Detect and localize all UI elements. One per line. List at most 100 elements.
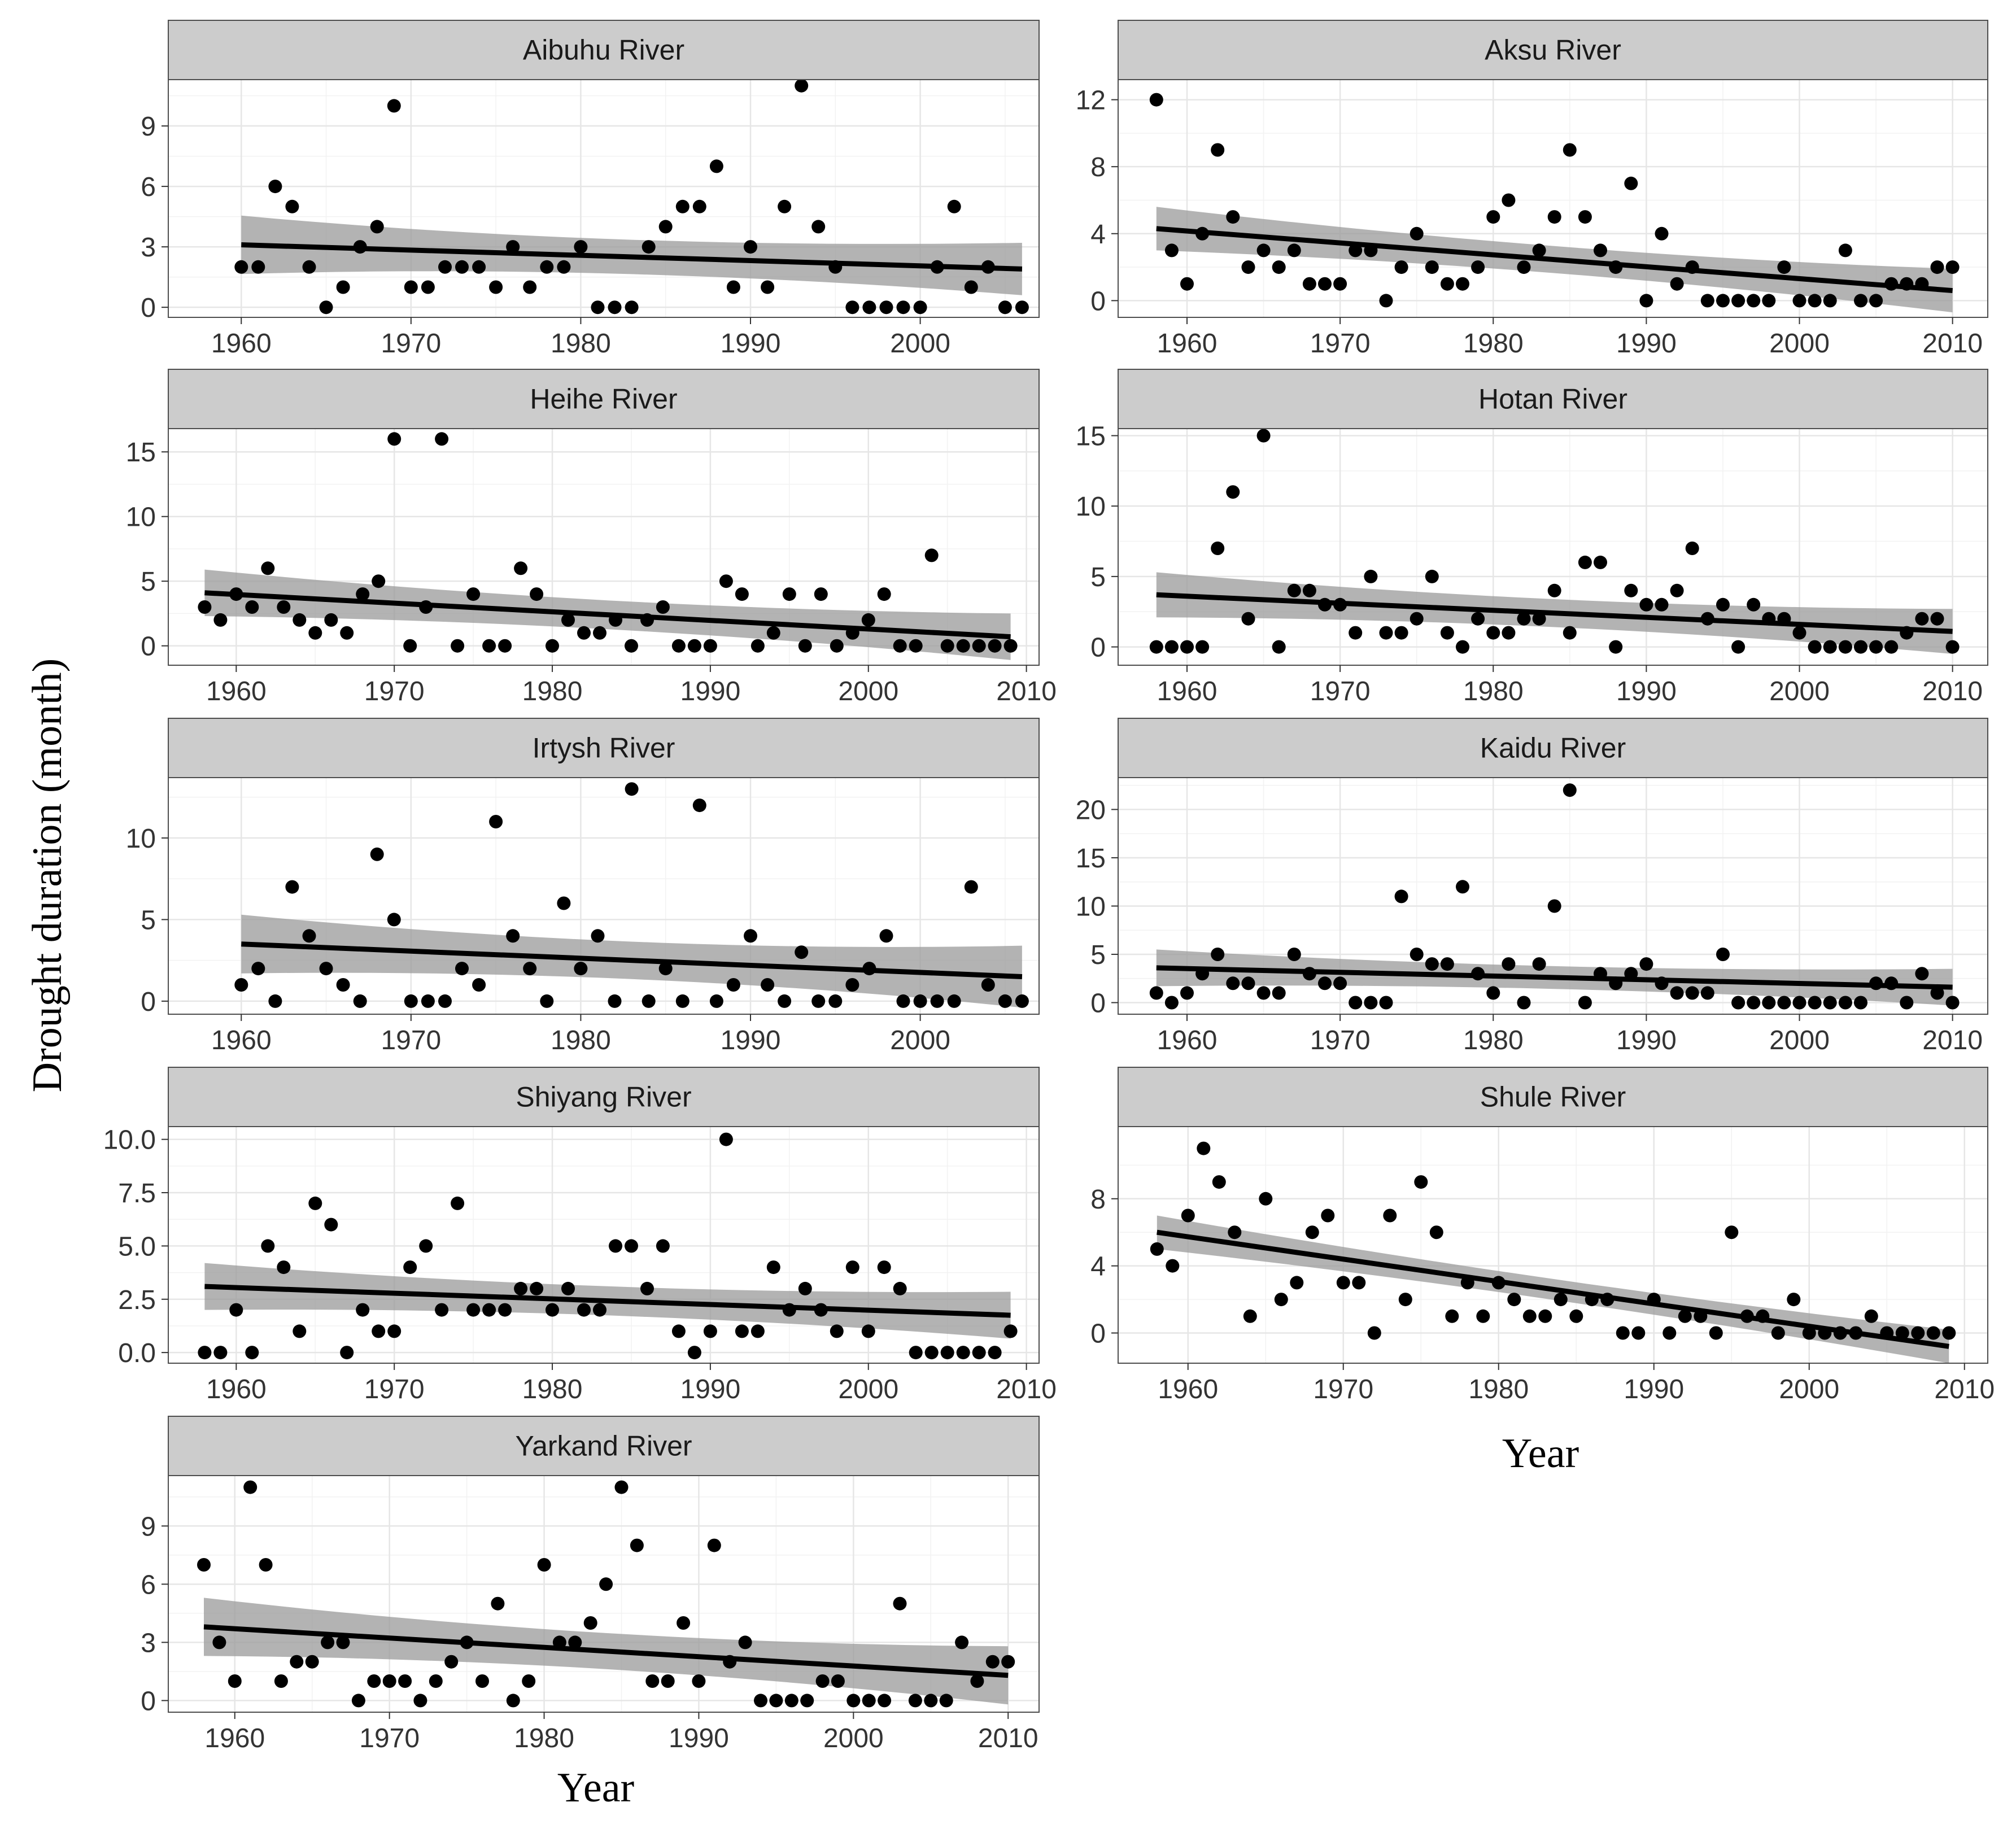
panel-heihe-river: Heihe River 1960 1970 1980 1990 2000 2010 0 5 10 1… [126,369,1057,706]
data-point [609,1239,622,1253]
data-point [815,1674,830,1688]
data-point [1808,294,1822,308]
data-point [351,1694,365,1708]
data-point [370,220,384,234]
data-point [285,199,299,213]
data-point [421,994,435,1008]
data-point [1379,626,1393,640]
data-point [719,1132,733,1146]
x-tick-label: 1990 [680,677,741,706]
panel-aksu-river: Aksu River 1960 1970 1980 1990 2000 2010 0 4 8 12 [1076,20,1988,359]
data-point [625,1239,638,1253]
data-point [1517,996,1531,1010]
data-point [972,639,986,653]
panel-border [1118,428,1988,666]
data-point [1624,583,1638,597]
x-tick-label: 1970 [1310,1026,1371,1055]
data-point [419,1239,433,1253]
data-point [1476,1309,1490,1323]
data-point [293,1324,307,1338]
panel-plot-area [1118,80,1988,317]
data-point [1164,996,1179,1010]
data-point [413,1694,427,1708]
data-point [1241,612,1255,626]
data-point [372,574,386,588]
data-point [530,1281,544,1295]
data-point [475,1674,489,1688]
x-tick-label: 1970 [359,1723,420,1753]
data-point [370,847,384,861]
x-tick-label: 1960 [211,1026,272,1055]
data-point [675,199,690,213]
data-point [451,639,465,653]
y-tick-label: 0 [141,293,156,323]
data-point [319,300,333,315]
data-point [1808,996,1822,1010]
data-point [1911,1326,1925,1340]
x-tick-label: 1980 [514,1723,574,1753]
data-point [893,1281,907,1295]
data-point [574,962,588,976]
data-point [1349,626,1363,640]
y-tick-label: 15 [1076,844,1106,874]
data-point [245,1346,259,1360]
data-point [913,300,927,315]
data-point [924,548,939,562]
data-point [1149,640,1163,654]
data-point [455,260,469,274]
data-point [1930,260,1944,274]
panel-plot-area [1118,778,1988,1014]
data-point [1398,1293,1412,1307]
data-point [482,639,496,653]
data-point [671,639,686,653]
data-point [1731,996,1746,1010]
data-point [1838,996,1852,1010]
data-point [1517,260,1531,274]
x-tick-label: 1990 [1616,677,1677,706]
data-point [277,1260,291,1275]
data-point [1547,899,1561,913]
data-point [703,639,717,653]
x-tick-label: 1970 [1310,677,1371,706]
data-point [661,1674,675,1688]
data-point [1364,569,1378,583]
data-point [268,180,282,194]
data-point [862,1694,876,1708]
data-point [1486,626,1500,640]
data-point [1930,612,1944,626]
data-point [645,1674,660,1688]
data-point [1180,986,1194,1000]
data-point [1440,277,1454,291]
data-point [985,1655,1000,1669]
data-point [356,587,370,601]
data-point [561,1281,575,1295]
data-point [947,199,961,213]
data-point [591,929,605,943]
data-point [336,978,350,992]
data-point [940,639,954,653]
y-tick-label: 0 [141,987,156,1017]
trend-line [1157,1229,1949,1349]
data-point [1725,1225,1739,1240]
data-point [1631,1326,1646,1340]
y-tick-label: 3 [141,233,156,263]
x-tick-label: 1980 [551,329,611,359]
data-point [489,815,503,828]
panel-shule-river: Shule River 1960 1970 1980 1990 2000 2010 0 4 8 [1090,1067,1995,1404]
x-tick-label: 1970 [1313,1374,1373,1404]
data-point [1787,1293,1801,1307]
data-point [625,300,639,315]
data-point [625,639,638,653]
panel-strip [1118,718,1988,778]
data-point [1226,976,1240,990]
data-point [382,1674,396,1688]
data-point [387,913,401,927]
data-point [557,260,571,274]
data-point [1639,597,1653,612]
data-point [1655,597,1669,612]
data-point [1212,1175,1226,1189]
data-point [1869,294,1883,308]
data-point [229,1303,243,1317]
data-point [1945,260,1960,274]
